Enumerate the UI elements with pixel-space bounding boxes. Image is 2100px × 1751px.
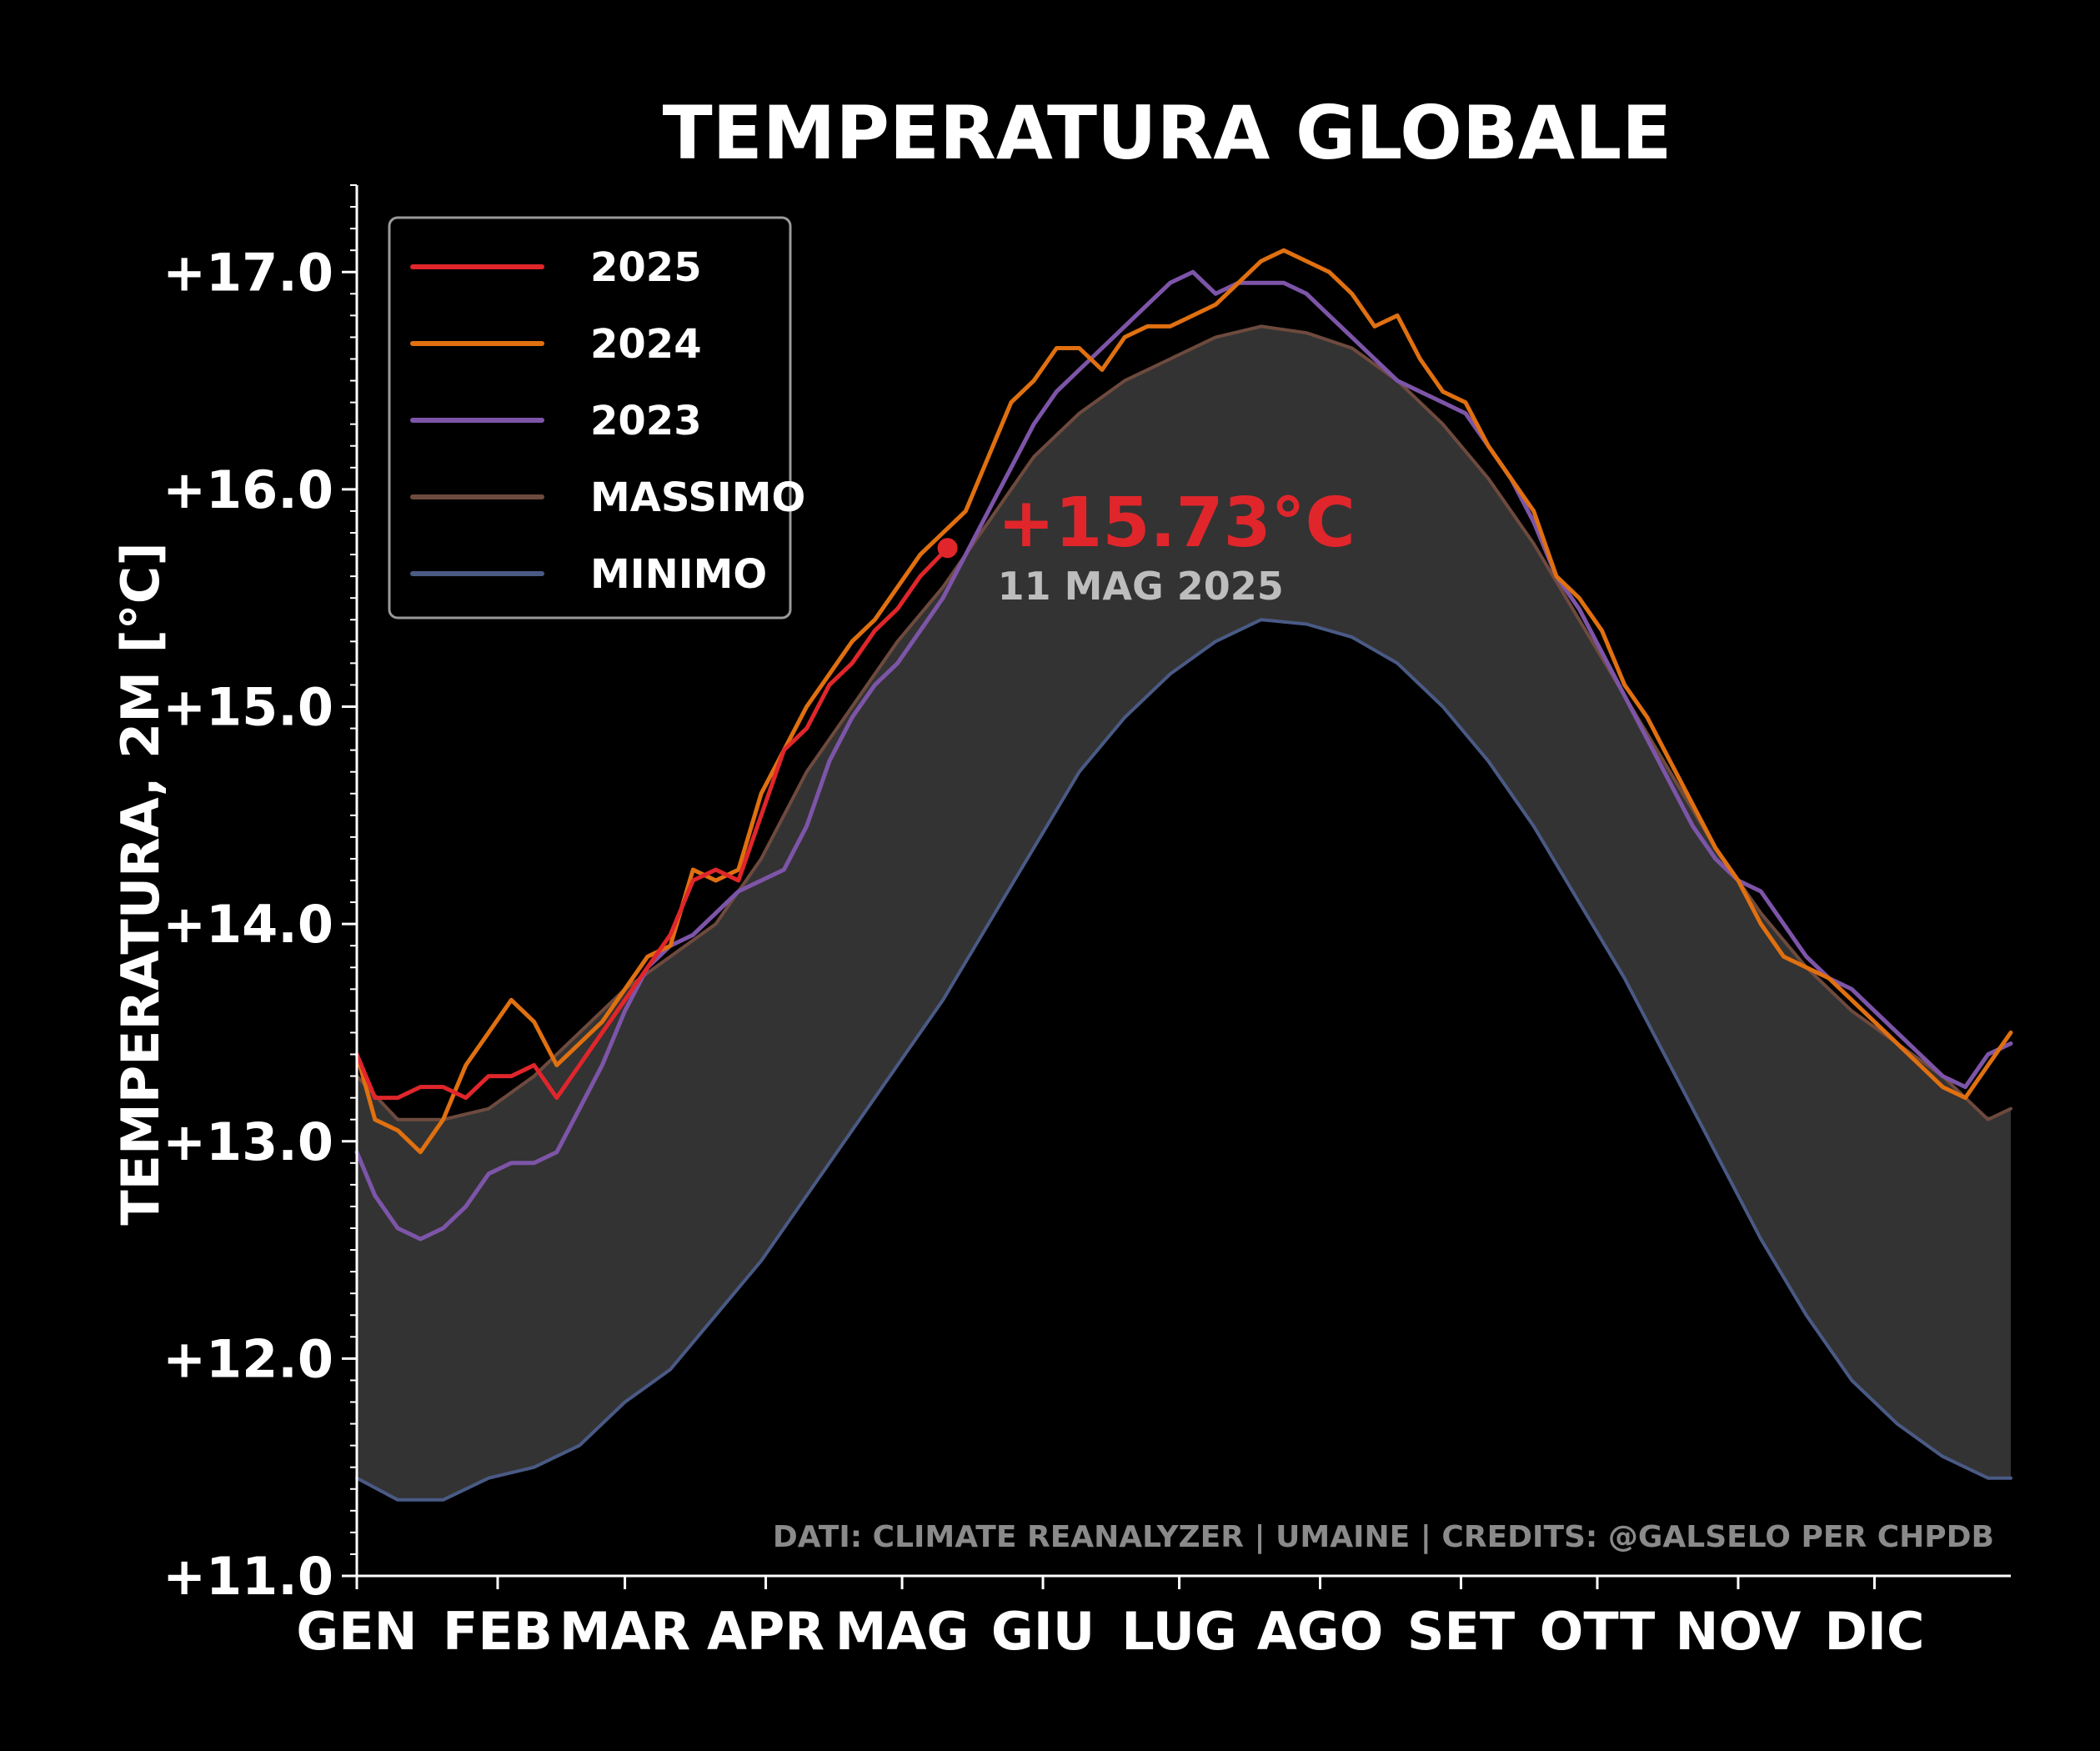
y-axis-label: TEMPERATURA, 2M [°C] bbox=[110, 542, 171, 1225]
x-tick-label: GEN bbox=[296, 1601, 417, 1662]
x-tick-label: APR bbox=[707, 1601, 824, 1662]
x-tick-label: LUG bbox=[1121, 1601, 1237, 1662]
x-tick-label: SET bbox=[1407, 1601, 1515, 1662]
x-tick-label: NOV bbox=[1676, 1601, 1802, 1662]
legend-label-massimo: MASSIMO bbox=[590, 474, 805, 521]
y-tick-label: +12.0 bbox=[163, 1328, 333, 1389]
legend-entries: 2025 2024 2023 MASSIMO MINIMO bbox=[410, 244, 805, 598]
credits-text: DATI: CLIMATE REANALYZER | UMAINE | CRED… bbox=[773, 1520, 1994, 1554]
legend-label-minimo: MINIMO bbox=[590, 551, 767, 598]
latest-value-label: +15.73°C bbox=[998, 484, 1356, 563]
series-line-massimo bbox=[355, 324, 2012, 1121]
y-tick-label: +11.0 bbox=[163, 1546, 333, 1607]
legend-box bbox=[388, 216, 792, 620]
axes-layer bbox=[342, 184, 2011, 1589]
series-layer bbox=[354, 248, 2013, 1502]
min-max-band-layer bbox=[357, 327, 2011, 1500]
x-tick-label: MAR bbox=[559, 1601, 690, 1662]
y-tick-labels: +11.0 +12.0 +13.0 +14.0 +15.0 +16.0 +17.0 bbox=[163, 242, 333, 1607]
x-tick-label: FEB bbox=[443, 1601, 553, 1662]
y-tick-label: +15.0 bbox=[163, 677, 333, 738]
latest-value-marker bbox=[937, 538, 958, 559]
y-tick-label: +13.0 bbox=[163, 1111, 333, 1172]
min-max-band bbox=[357, 327, 2011, 1500]
series-line-2025 bbox=[354, 545, 950, 1101]
x-tick-label: MAG bbox=[835, 1601, 970, 1662]
series-line-minimo bbox=[355, 618, 2012, 1502]
x-tick-label: AGO bbox=[1257, 1601, 1384, 1662]
x-tick-label: OTT bbox=[1540, 1601, 1656, 1662]
latest-value-annotation: +15.73°C 11 MAG 2025 bbox=[937, 484, 1356, 609]
x-tick-label: DIC bbox=[1824, 1601, 1924, 1662]
series-line-2024 bbox=[354, 248, 2013, 1155]
y-tick-label: +14.0 bbox=[163, 894, 333, 955]
legend: 2025 2024 2023 MASSIMO MINIMO bbox=[388, 216, 805, 620]
legend-label-2023: 2023 bbox=[590, 398, 702, 444]
y-tick-label: +16.0 bbox=[163, 459, 333, 520]
legend-label-2024: 2024 bbox=[590, 321, 702, 368]
latest-date-label: 11 MAG 2025 bbox=[998, 564, 1284, 609]
chart-title: TEMPERATURA GLOBALE bbox=[663, 90, 1672, 176]
x-tick-label: GIU bbox=[991, 1601, 1095, 1662]
legend-label-2025: 2025 bbox=[590, 244, 702, 291]
x-tick-labels: GEN FEB MAR APR MAG GIU LUG AGO SET OTT NOV DIC bbox=[296, 1601, 1924, 1662]
y-tick-label: +17.0 bbox=[163, 242, 333, 303]
